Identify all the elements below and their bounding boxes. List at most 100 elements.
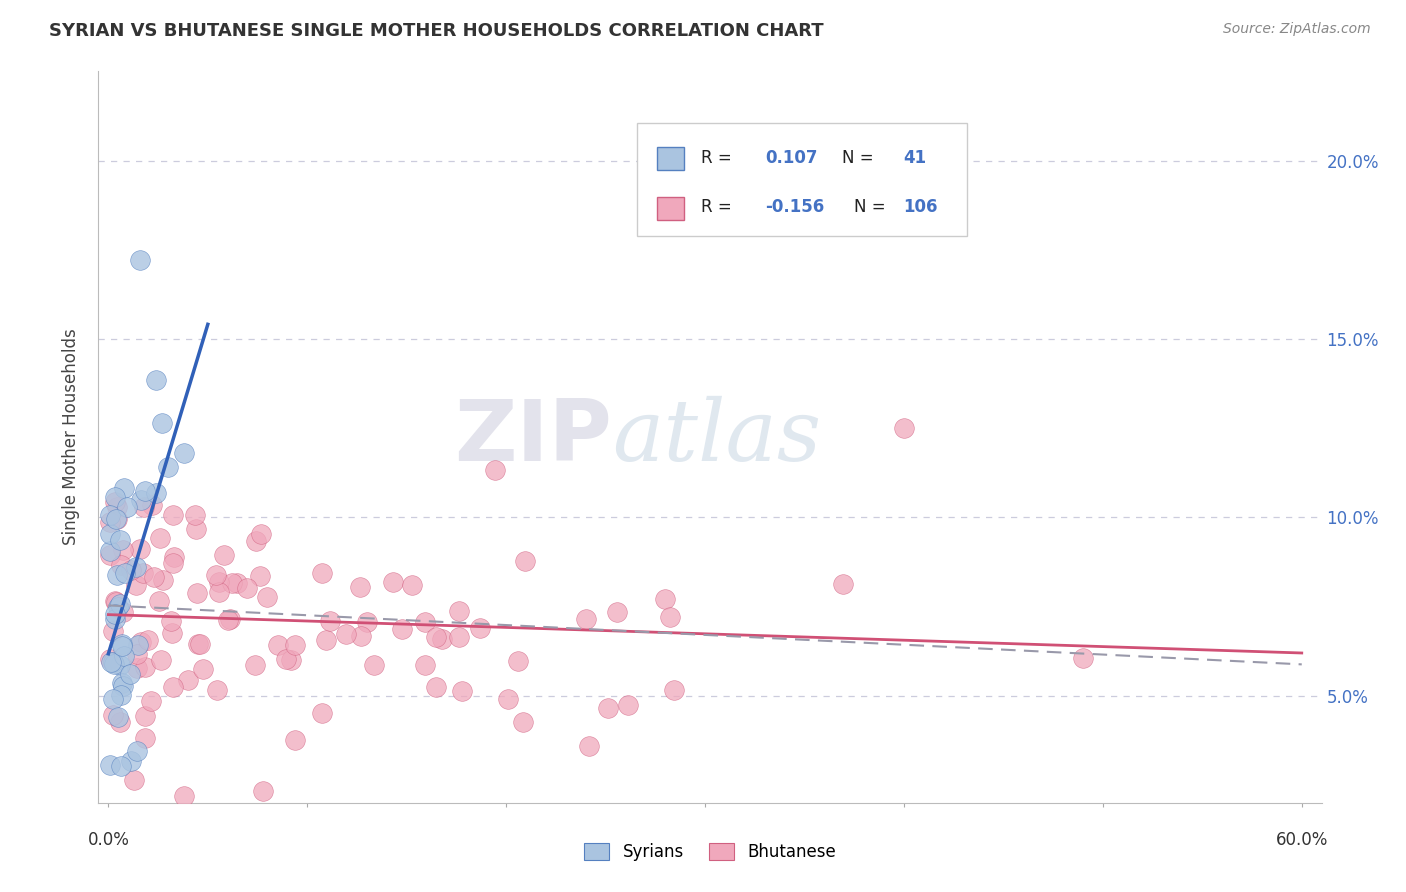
Point (129, 253, 152, 268)
Text: 41: 41 (903, 149, 927, 167)
Point (112, 605, 135, 619)
Point (335, 627, 357, 641)
Point (162, 556, 184, 570)
Point (134, 731, 156, 745)
Point (508, 654, 530, 668)
Point (156, 460, 179, 475)
Point (430, 632, 453, 646)
Point (249, 569, 271, 583)
Point (606, 605, 628, 619)
Point (401, 578, 423, 592)
Point (160, 614, 183, 628)
Text: SYRIAN VS BHUTANESE SINGLE MOTHER HOUSEHOLDS CORRELATION CHART: SYRIAN VS BHUTANESE SINGLE MOTHER HOUSEH… (49, 22, 824, 40)
Point (498, 692, 520, 706)
Point (98, 527, 121, 541)
Point (98, 543, 121, 558)
Point (425, 680, 447, 694)
Point (139, 693, 162, 707)
Text: R =: R = (702, 149, 738, 167)
Point (468, 621, 491, 635)
Point (111, 639, 134, 653)
Point (225, 576, 247, 591)
Point (256, 590, 278, 604)
Point (356, 615, 378, 629)
Point (134, 709, 156, 723)
Point (111, 637, 134, 651)
Point (162, 508, 184, 523)
Point (100, 515, 122, 529)
Text: 60.0%: 60.0% (1275, 831, 1327, 849)
Point (143, 570, 166, 584)
Point (186, 522, 208, 536)
Point (217, 614, 239, 628)
Point (311, 706, 333, 720)
Point (315, 632, 337, 647)
Point (98, 548, 121, 562)
Point (205, 567, 228, 582)
Point (101, 655, 124, 669)
Point (574, 612, 596, 626)
Point (186, 586, 208, 600)
Point (120, 755, 142, 769)
Point (236, 582, 259, 596)
FancyBboxPatch shape (658, 147, 685, 170)
Point (120, 563, 142, 577)
Point (103, 657, 125, 672)
Point (112, 679, 135, 693)
Point (654, 591, 676, 606)
Point (98, 652, 121, 666)
Point (184, 508, 207, 522)
Point (349, 581, 371, 595)
Point (127, 744, 149, 758)
Point (391, 622, 413, 636)
Point (484, 462, 506, 476)
Point (191, 661, 214, 675)
Point (617, 698, 640, 712)
Point (413, 615, 436, 629)
Point (243, 658, 266, 673)
Point (512, 715, 534, 730)
Point (141, 498, 163, 512)
Y-axis label: Single Mother Households: Single Mother Households (62, 329, 80, 545)
Point (124, 578, 146, 592)
Text: R =: R = (702, 198, 738, 217)
Point (145, 486, 167, 500)
Point (110, 558, 132, 573)
Text: 0.0%: 0.0% (87, 831, 129, 849)
Point (101, 624, 124, 639)
Point (832, 577, 855, 591)
Point (311, 566, 333, 580)
Point (104, 612, 127, 626)
Point (284, 638, 307, 652)
Point (350, 629, 373, 643)
Point (108, 715, 131, 730)
Point (363, 658, 385, 673)
Point (103, 490, 125, 504)
Text: -0.156: -0.156 (765, 198, 824, 217)
Point (1071, 651, 1094, 665)
Point (381, 574, 404, 589)
Text: atlas: atlas (612, 396, 821, 478)
Point (111, 676, 134, 690)
Point (578, 739, 600, 753)
Point (245, 534, 267, 549)
Point (129, 635, 152, 649)
Point (150, 417, 173, 431)
Point (104, 512, 127, 526)
Point (136, 632, 159, 647)
Point (101, 692, 124, 706)
Point (120, 667, 142, 681)
Point (132, 566, 155, 581)
Point (104, 593, 127, 607)
Text: 0.107: 0.107 (765, 149, 817, 167)
Point (105, 500, 128, 515)
Point (447, 630, 470, 644)
Point (280, 653, 302, 667)
Point (111, 543, 134, 558)
Point (205, 682, 228, 697)
Point (208, 575, 231, 590)
Point (596, 701, 619, 715)
Point (108, 657, 131, 672)
FancyBboxPatch shape (658, 197, 685, 219)
Point (107, 599, 129, 614)
